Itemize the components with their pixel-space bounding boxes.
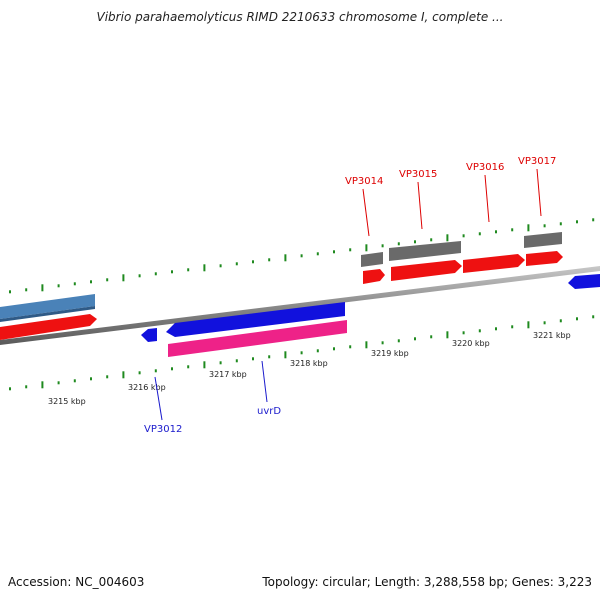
gene-label-uvrd[interactable]: uvrD	[257, 406, 281, 417]
gene-arrow-vp3012[interactable]	[141, 328, 157, 342]
tick-label-3219: 3219 kbp	[371, 349, 409, 358]
tick-label-3217: 3217 kbp	[209, 370, 247, 379]
map-title: Vibrio parahaemolyticus RIMD 2210633 chr…	[96, 10, 504, 24]
tick-label-3221: 3221 kbp	[533, 331, 571, 340]
gene-label-vp3015[interactable]: VP3015	[399, 169, 437, 180]
genome-summary: Topology: circular; Length: 3,288,558 bp…	[262, 575, 592, 589]
tick-label-3218: 3218 kbp	[290, 359, 328, 368]
feature-pink-block[interactable]	[168, 320, 347, 357]
tick-label-3215: 3215 kbp	[48, 397, 86, 406]
tick-label-3220: 3220 kbp	[452, 339, 490, 348]
gene-arrow-uvrd[interactable]	[166, 302, 345, 337]
inner-tick-row	[9, 315, 595, 391]
feature-gray-block-3[interactable]	[524, 232, 562, 248]
gene-arrow-vp3015[interactable]	[391, 260, 462, 281]
gene-arrow-vp3017[interactable]	[526, 251, 563, 266]
gene-label-vp3012[interactable]: VP3012	[144, 424, 182, 435]
gene-label-vp3017[interactable]: VP3017	[518, 156, 556, 167]
feature-gray-block-2[interactable]	[389, 241, 461, 261]
feature-steel-block[interactable]	[0, 294, 95, 319]
gene-label-vp3016[interactable]: VP3016	[466, 162, 504, 173]
gene-arrow-vp3014[interactable]	[363, 269, 385, 284]
gene-arrow-forward[interactable]	[0, 314, 97, 340]
outer-tick-row	[9, 218, 595, 294]
accession-label: Accession: NC_004603	[8, 575, 145, 589]
feature-gray-block-1[interactable]	[361, 252, 383, 267]
feature-track	[0, 232, 600, 357]
tick-labels: 3215 kbp 3216 kbp 3217 kbp 3218 kbp 3219…	[48, 331, 571, 406]
gene-label-vp3014[interactable]: VP3014	[345, 176, 383, 187]
feature-steel-block-shade	[0, 306, 95, 322]
gene-arrow-reverse-right[interactable]	[568, 274, 600, 289]
gene-labels: VP3012 uvrD VP3014 VP3015 VP3016 VP3017	[144, 156, 556, 435]
chromosome-backbone	[0, 266, 600, 345]
tick-label-3216: 3216 kbp	[128, 383, 166, 392]
gene-arrow-vp3016[interactable]	[463, 254, 525, 273]
